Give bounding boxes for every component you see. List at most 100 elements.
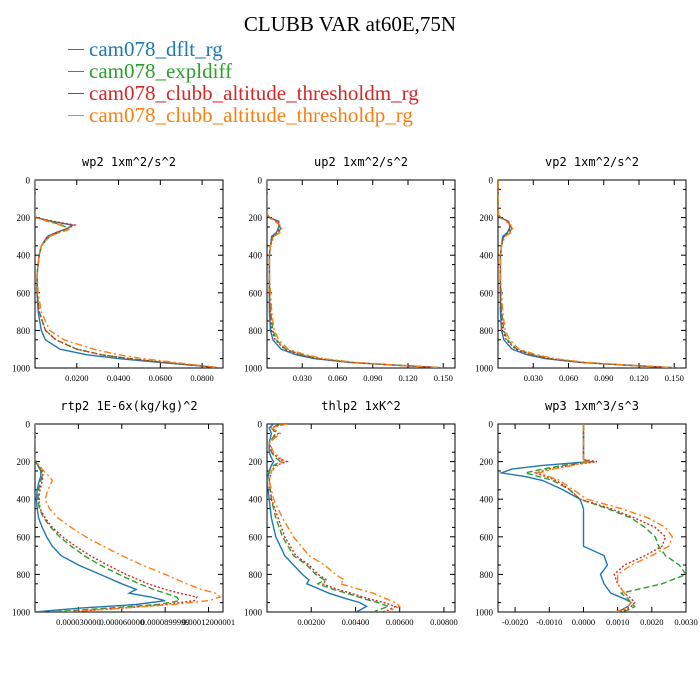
panel-title: up2 1xm^2/s^2 xyxy=(314,155,408,169)
y-tick-label: 800 xyxy=(480,570,494,580)
y-tick-label: 0 xyxy=(258,176,263,186)
y-tick-label: 0 xyxy=(489,420,494,430)
y-tick-label: 200 xyxy=(17,213,31,223)
panel-6: wp3 1xm^3/s^3 0 200 400 600 800 1000 -0.0020 -0.… xyxy=(475,399,698,627)
x-tick-label: 0.0020 xyxy=(640,617,663,627)
series-line-thresholdm xyxy=(35,180,219,368)
x-tick-label: -0.0020 xyxy=(502,617,528,627)
x-tick-label: 0.030 xyxy=(293,373,312,383)
series-line-thresholdp xyxy=(267,180,444,368)
series-line-thresholdm xyxy=(267,180,444,368)
series-line-expldiff xyxy=(498,180,681,368)
panel-title: vp2 1xm^2/s^2 xyxy=(545,155,639,169)
legend-entry-thresholdm: cam078_clubb_altitude_thresholdm_rg xyxy=(68,82,419,104)
y-tick-label: 200 xyxy=(17,457,31,467)
series-line-thresholdm xyxy=(533,424,667,612)
legend-swatch-thresholdm xyxy=(68,92,84,94)
series-line-thresholdm xyxy=(35,424,199,612)
y-tick-label: 800 xyxy=(249,570,263,580)
x-tick-label: 0.120 xyxy=(398,373,417,383)
plot-frame xyxy=(497,179,687,369)
panel-title: wp3 1xm^3/s^3 xyxy=(545,399,639,413)
y-tick-label: 400 xyxy=(249,495,263,505)
series-line-dflt xyxy=(35,424,166,612)
y-tick-label: 200 xyxy=(480,457,494,467)
plot-frame xyxy=(266,179,456,369)
y-tick-label: 1000 xyxy=(12,364,31,374)
legend-entry-thresholdp: cam078_clubb_altitude_thresholdp_rg xyxy=(68,104,413,126)
legend-entry-dflt: cam078_dflt_rg xyxy=(68,38,223,60)
x-tick-label: 0.120 xyxy=(629,373,648,383)
legend-swatch-dflt xyxy=(68,48,84,50)
series-line-thresholdp xyxy=(268,424,402,612)
legend-label-thresholdm: cam078_clubb_altitude_thresholdm_rg xyxy=(89,81,419,105)
panel-5: thlp2 1xK^2 0 200 400 600 800 1000 0.00200 0.004… xyxy=(244,399,458,627)
page-title: CLUBB VAR at60E,75N xyxy=(243,12,457,36)
series-line-expldiff xyxy=(35,180,219,368)
y-tick-label: 400 xyxy=(249,251,263,261)
y-tick-label: 400 xyxy=(17,495,31,505)
y-tick-label: 800 xyxy=(480,326,494,336)
panel-title: thlp2 1xK^2 xyxy=(321,399,400,413)
series-line-expldiff xyxy=(35,424,181,612)
series-line-dflt xyxy=(498,180,681,368)
x-tick-label: 0.0000 xyxy=(572,617,595,627)
x-tick-label: 0.00012000001 xyxy=(182,617,235,627)
series-line-thresholdm xyxy=(498,180,681,368)
series-line-dflt xyxy=(267,180,444,368)
panel-2: up2 1xm^2/s^2 0 200 400 600 800 1000 0.030 0.060… xyxy=(244,155,456,383)
legend-label-expldiff: cam078_expldiff xyxy=(89,59,233,83)
x-tick-label: 0.00800 xyxy=(430,617,458,627)
x-tick-label: 0.0000899999 xyxy=(141,617,190,627)
x-tick-label: 0.0030 xyxy=(674,617,697,627)
y-tick-label: 0 xyxy=(258,420,263,430)
plot-frame xyxy=(497,423,687,613)
x-tick-label: 0.00600 xyxy=(386,617,414,627)
series-line-thresholdp xyxy=(35,424,222,612)
y-tick-label: 0 xyxy=(26,176,31,186)
panel-title: wp2 1xm^2/s^2 xyxy=(82,155,176,169)
series-line-expldiff xyxy=(267,180,444,368)
x-tick-label: 0.0200 xyxy=(65,373,88,383)
x-tick-label: 0.090 xyxy=(363,373,382,383)
y-tick-label: 600 xyxy=(249,532,263,542)
y-tick-label: 800 xyxy=(17,326,31,336)
y-tick-label: 600 xyxy=(480,532,494,542)
y-tick-label: 1000 xyxy=(475,364,494,374)
legend-swatch-thresholdp xyxy=(68,114,84,116)
series-line-dflt xyxy=(267,424,368,612)
y-tick-label: 200 xyxy=(480,213,494,223)
x-tick-label: 0.060 xyxy=(328,373,347,383)
series-line-thresholdp xyxy=(498,180,681,368)
y-tick-label: 0 xyxy=(489,176,494,186)
x-tick-label: 0.00400 xyxy=(342,617,370,627)
x-tick-label: -0.0010 xyxy=(536,617,562,627)
y-tick-label: 800 xyxy=(249,326,263,336)
y-tick-label: 1000 xyxy=(244,608,263,618)
y-tick-label: 400 xyxy=(17,251,31,261)
y-tick-label: 600 xyxy=(17,288,31,298)
y-tick-label: 400 xyxy=(480,495,494,505)
y-tick-label: 600 xyxy=(480,288,494,298)
x-tick-label: 0.150 xyxy=(434,373,453,383)
y-tick-label: 200 xyxy=(249,457,263,467)
legend-swatch-expldiff xyxy=(68,70,84,72)
y-tick-label: 800 xyxy=(17,570,31,580)
panel-3: vp2 1xm^2/s^2 0 200 400 600 800 1000 0.030 0.060… xyxy=(475,155,687,383)
plot-frame xyxy=(266,423,456,613)
x-tick-label: 0.0600 xyxy=(149,373,172,383)
x-tick-label: 0.060 xyxy=(559,373,578,383)
series-line-expldiff xyxy=(525,424,686,612)
y-tick-label: 1000 xyxy=(244,364,263,374)
legend-entry-expldiff: cam078_expldiff xyxy=(68,60,232,82)
legend-label-dflt: cam078_dflt_rg xyxy=(89,37,223,61)
series-line-expldiff xyxy=(268,424,391,612)
plot-frame xyxy=(34,179,224,369)
panel-1: wp2 1xm^2/s^2 0 200 400 600 800 1000 0.0200 0.04… xyxy=(12,155,224,383)
x-tick-label: 0.000030000 xyxy=(56,617,101,627)
panel-title: rtp2 1E-6x(kg/kg)^2 xyxy=(60,399,197,413)
series-line-dflt xyxy=(35,180,219,368)
x-tick-label: 0.00200 xyxy=(297,617,325,627)
legend-label-thresholdp: cam078_clubb_altitude_thresholdp_rg xyxy=(89,103,413,127)
y-tick-label: 0 xyxy=(26,420,31,430)
